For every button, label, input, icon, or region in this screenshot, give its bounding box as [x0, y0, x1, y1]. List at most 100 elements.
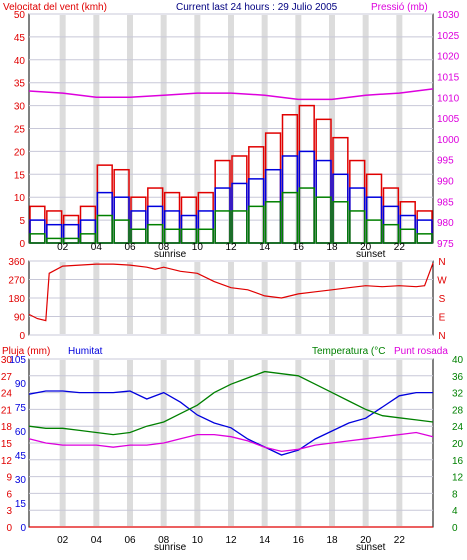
- rain-y-tick: 6: [6, 489, 12, 500]
- compass-label: N: [438, 257, 445, 268]
- pressure-y-tick: 1025: [437, 31, 460, 42]
- humidity-y-tick: 15: [15, 499, 27, 510]
- x-tick-label: 04: [91, 242, 103, 253]
- minimum-bar: [214, 210, 231, 244]
- pressure-y-tick: 1030: [437, 10, 460, 21]
- minimum-bar: [113, 219, 130, 244]
- pressure-line: [28, 88, 434, 101]
- pressure-y-tick: 1005: [437, 114, 460, 125]
- humidity-y-tick: 60: [15, 427, 27, 438]
- Humitat-line: [28, 390, 433, 456]
- wind-y-tick: 25: [14, 125, 26, 136]
- rain-y-tick: 15: [1, 439, 13, 450]
- direction-y-tick: 0: [19, 331, 25, 342]
- rain-y-tick: 18: [1, 422, 13, 433]
- minimum-bar: [382, 223, 400, 244]
- x-tick-label: 04: [91, 535, 103, 546]
- rain-y-tick: 0: [6, 523, 12, 534]
- humidity-y-tick: 30: [15, 475, 27, 486]
- temperature-y-tick: 4: [452, 506, 458, 517]
- direction-y-tick: 90: [14, 313, 26, 324]
- minimum-bar: [231, 210, 248, 244]
- x-tick-label: 12: [225, 242, 237, 253]
- wind-bars: [29, 104, 433, 244]
- humidity-y-tick: 0: [20, 523, 26, 534]
- x-tick-label: 20: [360, 242, 372, 253]
- temperature-y-tick: 16: [452, 456, 464, 467]
- humidity-y-tick: 105: [9, 355, 26, 366]
- temperature-y-tick: 24: [452, 422, 464, 433]
- minimum-bar: [264, 201, 282, 244]
- wind-title: Velocitat del vent (kmh): [3, 2, 107, 13]
- sunset-label-bottom: sunset: [356, 542, 386, 553]
- x-tick-label: 18: [326, 242, 338, 253]
- temperature-y-tick: 0: [452, 523, 458, 534]
- humidity-y-tick: 90: [15, 379, 27, 390]
- wind-y-tick: 15: [14, 170, 26, 181]
- wind-y-tick: 50: [14, 10, 26, 21]
- minimum-bar: [147, 223, 164, 244]
- pressure-y-tick: 980: [437, 218, 454, 229]
- wind-y-tick: 35: [14, 79, 26, 90]
- direction-line: [28, 262, 434, 322]
- rain-y-tick: 30: [1, 355, 13, 366]
- x-tick-label: 02: [57, 242, 69, 253]
- rain-y-tick: 24: [1, 389, 13, 400]
- minimum-bar: [281, 191, 299, 244]
- minimum-bar: [29, 233, 46, 244]
- minimum-bar: [130, 228, 147, 244]
- temperature-title: Temperatura (°C: [312, 346, 385, 357]
- wind-y-tick: 40: [14, 56, 26, 67]
- pressure-y-tick: 990: [437, 177, 454, 188]
- wind-y-tick: 10: [14, 193, 26, 204]
- compass-label: W: [437, 276, 447, 287]
- minimum-bar: [365, 219, 383, 244]
- temperature-y-tick: 20: [452, 439, 464, 450]
- minimum-bar: [416, 233, 433, 244]
- temperature-y-tick: 36: [452, 372, 464, 383]
- temperature-y-tick: 28: [452, 405, 464, 416]
- x-tick-label: 16: [293, 242, 305, 253]
- x-tick-label: 14: [259, 242, 271, 253]
- gridlines: [29, 13, 433, 528]
- sunrise-label-top: sunrise: [154, 249, 187, 260]
- x-tick-label: 14: [259, 535, 271, 546]
- x-tick-label: 22: [394, 535, 406, 546]
- direction-y-tick: 270: [8, 276, 25, 287]
- Punt rosada-line: [28, 431, 434, 453]
- pressure-y-tick: 1010: [437, 93, 460, 104]
- minimum-bar: [332, 201, 349, 244]
- pressure-y-tick: 985: [437, 197, 454, 208]
- pressure-y-tick: 975: [437, 239, 454, 250]
- x-tick-label: 08: [158, 242, 170, 253]
- pressure-y-tick: 1020: [437, 52, 460, 63]
- rain-y-tick: 3: [6, 506, 12, 517]
- x-tick-label: 02: [57, 535, 69, 546]
- minimum-bar: [46, 237, 63, 244]
- humidity-title: Humitat: [68, 346, 103, 357]
- humidity-y-tick: 75: [15, 403, 27, 414]
- wind-y-tick: 30: [14, 102, 26, 113]
- current-date-label: Current last 24 hours : 29 Julio 2005: [176, 2, 338, 13]
- Temperatura (°C-line: [28, 370, 434, 436]
- temperature-y-tick: 12: [452, 473, 464, 484]
- minimum-bar: [62, 237, 80, 244]
- direction-series-line: [28, 262, 434, 322]
- temperature-y-tick: 32: [452, 389, 464, 400]
- minimum-bar: [96, 214, 113, 244]
- minimum-bar: [315, 196, 332, 244]
- pressure-y-tick: 995: [437, 156, 454, 167]
- rain-y-tick: 27: [1, 372, 13, 383]
- pressure-title: Pressió (mb): [371, 2, 428, 13]
- minimum-bar: [180, 228, 198, 244]
- minimum-bar: [163, 228, 181, 244]
- x-tick-label: 10: [192, 242, 204, 253]
- x-tick-label: 22: [394, 242, 406, 253]
- dewpoint-title: Punt rosada: [394, 346, 448, 357]
- x-tick-label: 10: [192, 535, 204, 546]
- temperature-y-tick: 8: [452, 489, 458, 500]
- minimum-bar: [197, 228, 214, 244]
- minimum-bar: [399, 228, 416, 244]
